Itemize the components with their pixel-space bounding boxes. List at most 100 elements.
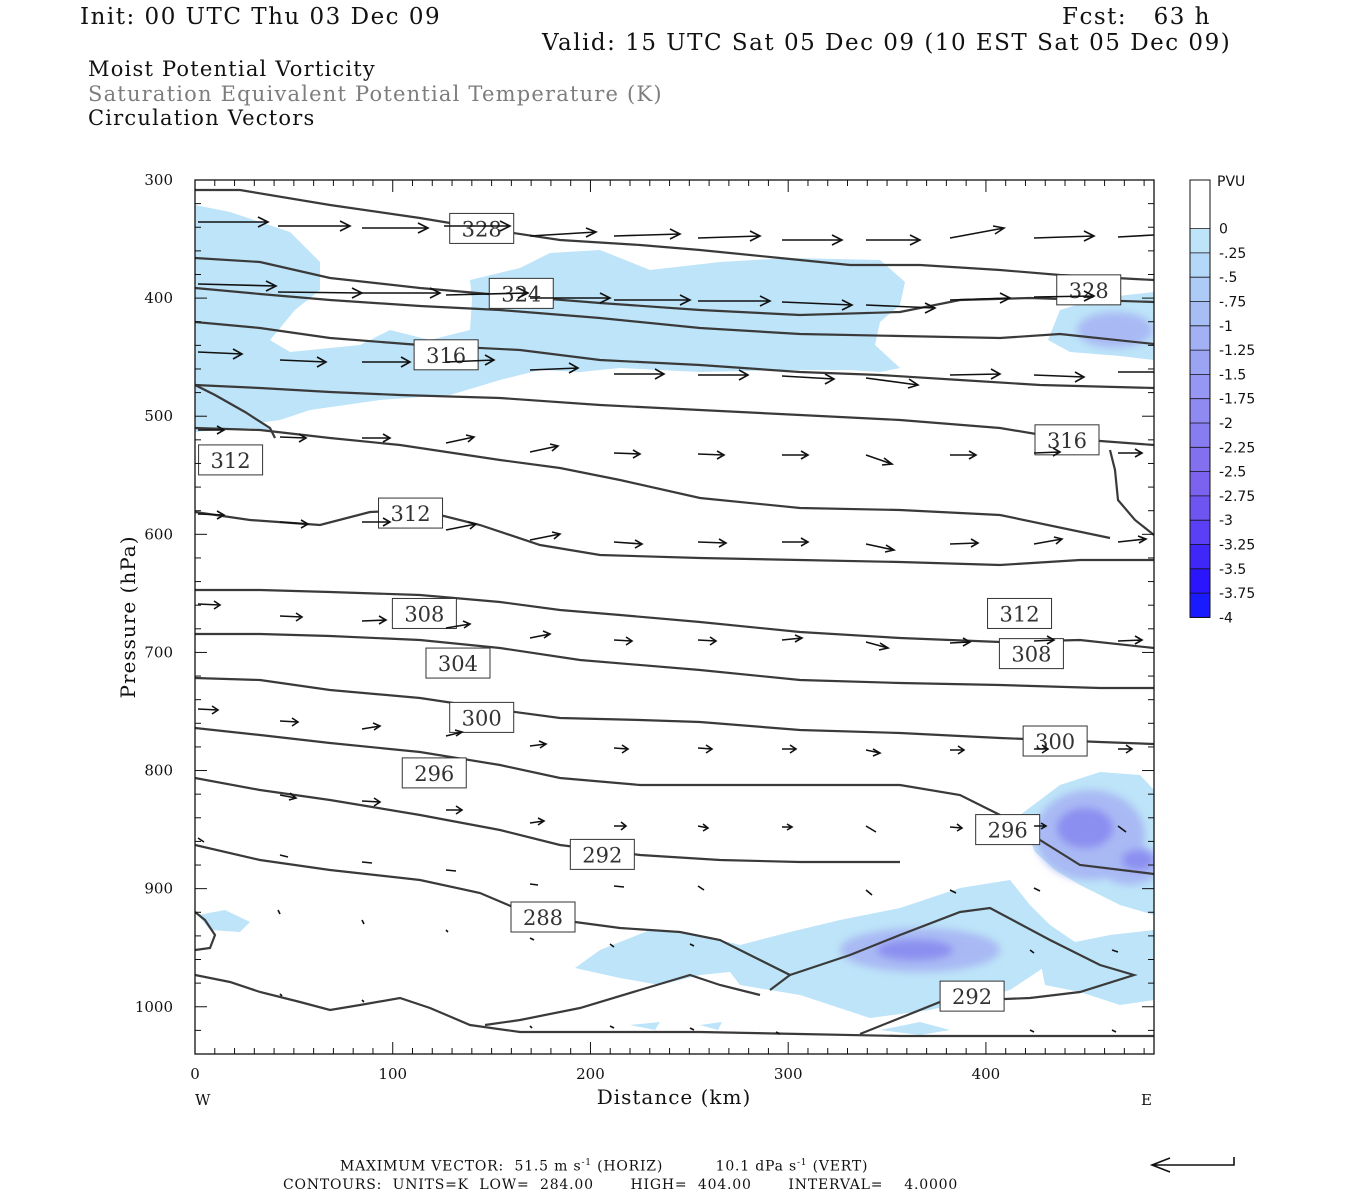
y-tick-label: 700 [144, 643, 173, 661]
vector-arrow [446, 805, 464, 815]
vector-arrow [697, 744, 714, 754]
vector-arrow [949, 889, 957, 894]
y-tick-label: 600 [144, 525, 173, 543]
vector-arrow [529, 937, 535, 941]
vector-arrow [529, 362, 580, 374]
vector-arrow [362, 287, 442, 299]
colorbar-label: -1.75 [1219, 392, 1255, 408]
contour-312-lower [195, 508, 1154, 567]
max-vector-label: MAXIMUM VECTOR: [340, 1158, 504, 1175]
contour-label-box [939, 980, 1005, 1012]
vector-arrow [609, 1025, 615, 1029]
contour-label-box [569, 838, 635, 870]
y-tick-label: 800 [144, 762, 173, 780]
contour-label: 316 [426, 344, 466, 368]
vector-arrow [698, 369, 750, 381]
contour-surface [195, 973, 1154, 1038]
colorbar-swatch [1190, 447, 1210, 473]
vector-arrow [1033, 371, 1086, 383]
vector-arrow [949, 225, 1007, 239]
vector-arrow [197, 280, 278, 292]
horiz-unit: (HORIZ) [597, 1158, 664, 1175]
vector-arrow [279, 792, 298, 801]
field-title-pv: Moist Potential Vorticity [88, 57, 376, 81]
colorbar-swatch [1190, 398, 1210, 424]
contour-304 [195, 632, 1154, 690]
contour-312-mid [195, 426, 1111, 540]
reference-vector-icon [1149, 1157, 1235, 1173]
x-tick-label: 200 [576, 1065, 605, 1083]
contour-label: 300 [462, 706, 502, 730]
vector-arrow [197, 600, 222, 610]
colorbar-swatch [1190, 180, 1210, 205]
vector-arrow [1034, 744, 1050, 754]
x-tick-label: 100 [378, 1065, 407, 1083]
contour-surface-upper [484, 973, 761, 1027]
vector-arrow [361, 861, 373, 864]
vector-arrow [445, 620, 472, 629]
colorbar-label: -.75 [1219, 295, 1246, 311]
valid-time: Valid: 15 UTC Sat 05 Dec 09 (10 EST Sat … [542, 30, 1232, 56]
colorbar-label: -1.25 [1219, 343, 1255, 359]
vector-arrow [445, 729, 464, 737]
pv-max-east-low [1122, 850, 1154, 870]
contour-312-east [1108, 449, 1154, 536]
vector-arrow [781, 634, 804, 643]
vector-arrow [279, 356, 328, 368]
contour-320 [195, 286, 1154, 346]
vector-arrow [445, 287, 530, 299]
vector-arrow [279, 854, 289, 858]
vector-arrow [197, 348, 244, 360]
vector-arrow [1029, 949, 1035, 954]
contour-316-upper [195, 320, 1154, 390]
field-title-vectors: Circulation Vectors [88, 106, 316, 130]
vector-arrow [781, 299, 854, 311]
vector-arrow [782, 744, 798, 754]
vector-arrow [529, 740, 548, 749]
max-vector-text: MAXIMUM VECTOR: 51.5 m s-1 (HORIZ) 10.1 … [340, 1158, 868, 1175]
vector-arrow [697, 885, 705, 891]
contour-label: 292 [952, 985, 992, 1009]
vector-arrow [781, 373, 836, 385]
vector-arrow [782, 234, 844, 246]
vector-arrow [949, 292, 1012, 304]
vector-arrow [613, 228, 682, 240]
contour-label: 316 [1047, 429, 1087, 453]
colorbar-label: -2.25 [1219, 440, 1255, 456]
contour-label-box [449, 212, 515, 244]
vector-arrow [949, 823, 964, 832]
pv-region-surface-speck-3 [700, 1022, 722, 1030]
vector-arrow [529, 817, 546, 826]
contour-292 [195, 776, 900, 864]
colorbar-swatch [1190, 593, 1210, 618]
contour-label: 300 [1035, 730, 1075, 754]
axis-tick-labels: 300 400 500 600 700 800 900 1000 0 100 200 300 400 [135, 171, 1000, 1083]
contour-label-box [425, 647, 491, 679]
vector-arrow [697, 823, 710, 832]
colorbar-swatch [1190, 252, 1210, 278]
vector-arrow [782, 537, 810, 547]
circulation-vectors [197, 216, 1154, 1035]
colorbar-label: -3.25 [1219, 538, 1255, 554]
contour-292-lower [789, 906, 1138, 1002]
max-vector-vert: 10.1 dPa s [715, 1158, 797, 1175]
contour-label: 304 [438, 652, 478, 676]
vector-arrow [782, 450, 810, 460]
colorbar-label: -1 [1219, 319, 1233, 335]
colorbar-swatch [1190, 471, 1210, 497]
colorbar-label: -2.75 [1219, 489, 1255, 505]
vector-arrow [197, 705, 220, 715]
vector-arrow [698, 295, 772, 307]
vector-arrow [865, 889, 873, 896]
vector-arrow [529, 227, 598, 238]
contour-label: 328 [462, 217, 502, 241]
field-title-thetaes: Saturation Equivalent Potential Temperat… [88, 82, 663, 106]
vector-arrow [1117, 635, 1144, 645]
colorbar-label: -4 [1219, 610, 1233, 626]
vector-arrow [1111, 1029, 1117, 1033]
vector-arrow [613, 885, 625, 888]
x-tick-label: 400 [972, 1065, 1001, 1083]
vector-arrow [529, 630, 552, 639]
vector-arrow [949, 538, 980, 548]
vector-arrow [279, 519, 310, 529]
